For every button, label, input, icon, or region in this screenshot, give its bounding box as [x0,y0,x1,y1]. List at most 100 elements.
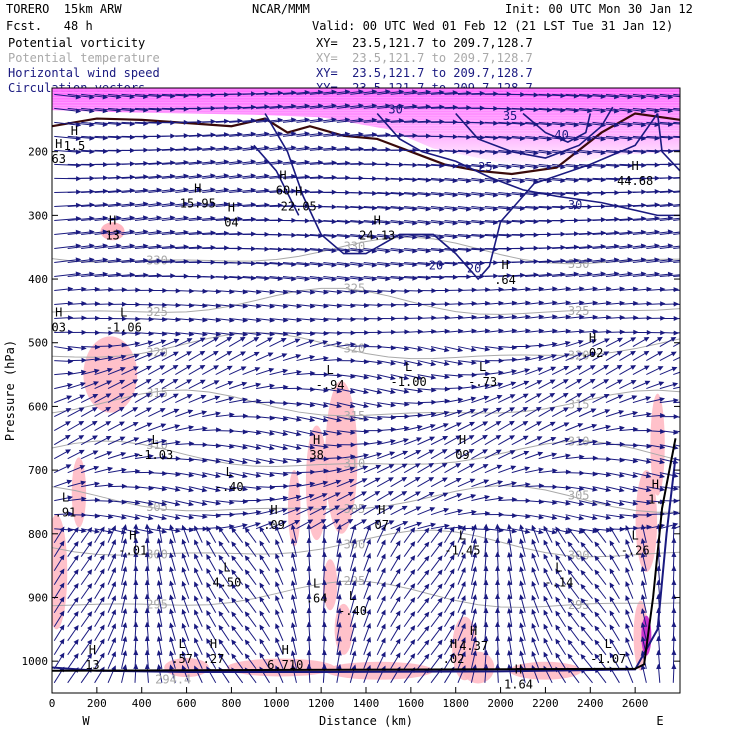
vector-shaft [538,149,565,155]
east-end-label: E [656,714,663,728]
vector-head [170,273,176,279]
vector-head [142,215,149,221]
vector-shaft [309,247,336,252]
vector-shaft [404,233,431,239]
vector-head [671,621,677,627]
vector-head [469,409,476,414]
pv-blob [635,470,658,572]
vector-head [455,448,462,454]
vector-head [231,569,237,576]
forecast-hour: Fcst. 48 h [6,19,93,33]
vector-head [565,286,572,292]
vector-head [552,328,558,334]
vector-shaft [605,218,632,221]
vector-head [116,108,122,114]
vector-shaft [390,134,417,137]
vector-head [645,396,652,401]
vector-shaft [673,444,680,447]
vector-head [336,430,343,436]
vector-head [398,234,405,240]
vector-head [229,317,235,323]
vector-head [646,458,652,464]
wind-label: 25 [478,160,492,174]
vector-shaft [659,149,680,152]
vector-shaft [256,92,283,95]
vector-head [269,508,275,514]
vector-head [215,411,222,417]
vector-head [242,486,249,492]
pv-extremum-low: L [326,363,333,377]
vector-shaft [605,272,632,278]
vector-head [65,408,72,413]
surface-line [52,438,677,672]
vector-head [667,271,674,277]
vector-shaft [269,91,296,95]
vector-head [377,440,383,446]
vector-head [659,397,666,403]
vector-shaft [54,121,81,126]
vector-head [452,234,459,240]
vector-head [159,352,166,357]
legend-xy-pv: XY= 23.5,121.7 to 209.7,128.7 [316,36,533,50]
vector-head [351,580,357,587]
vector-shaft [323,261,350,267]
vector-head [576,407,583,413]
vector-head [169,201,176,207]
pv-extremum-high: H [450,637,457,651]
vector-head [519,538,525,544]
vector-head [107,466,114,472]
vector-shaft [659,107,680,111]
vector-head [223,159,230,165]
vector-shaft [121,259,148,263]
vector-shaft [417,276,444,279]
vector-head [199,350,206,356]
vector-head [275,567,280,573]
vector-shaft [296,161,323,165]
vector-shaft [67,244,94,249]
vector-head [358,276,364,282]
vector-shaft [81,93,108,98]
vector-head [116,243,122,249]
x-tick-label: 200 [87,697,107,710]
pv-extremum-value: -.01 [118,544,147,558]
vector-shaft [417,121,444,123]
vector-shaft [659,274,680,278]
vector-head [244,625,250,632]
vector-head [580,653,586,660]
vector-head [682,136,686,139]
vector-head [377,359,383,365]
vector-head [102,148,109,154]
vector-head [106,451,113,456]
vector-head [457,347,464,353]
vector-shaft [188,246,215,249]
vector-shaft [444,191,471,196]
vector-head [560,164,566,170]
pv-extremum-value: 04 [224,216,238,230]
pv-extremum-high: H [374,213,381,227]
vector-head [484,494,491,500]
vector-head [206,596,212,602]
vector-head [594,639,600,646]
vector-head [395,652,401,659]
vector-head [175,486,181,492]
vector-head [640,243,647,249]
vector-head [402,521,409,526]
theta-contour-295 [52,580,680,608]
vector-head [390,389,396,395]
vector-head [688,498,692,501]
vector-head [578,339,584,345]
vector-head [111,525,116,531]
pv-extremum-value: 4.50 [212,575,241,589]
vector-shaft [444,177,471,182]
vector-shaft [215,147,242,151]
vector-head [376,374,383,380]
vector-head [145,392,152,398]
vector-head [111,553,116,559]
vector-head [415,450,422,455]
vector-head [380,553,386,560]
vector-head [227,380,234,386]
vector-head [592,286,599,292]
pv-extremum-high: H [210,637,217,651]
vector-head [172,393,179,399]
